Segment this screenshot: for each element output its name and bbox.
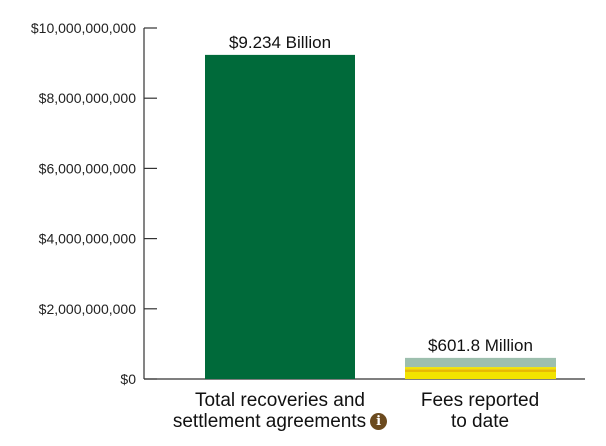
y-tick-label: $2,000,000,000 (39, 301, 137, 317)
x-category-2-line1: Fees reported (420, 390, 540, 411)
y-tick-label: $4,000,000,000 (39, 231, 137, 247)
data-label-total: $9.234 Billion (229, 33, 331, 52)
x-category-1: Total recoveries and settlement agreemen… (160, 390, 400, 432)
x-category-2: Fees reported to date (390, 390, 570, 432)
x-category-1-line2: settlement agreements i (160, 411, 400, 432)
bars (205, 54, 556, 380)
y-axis: $0 $2,000,000,000 $4,000,000,000 $6,000,000… (31, 20, 585, 387)
y-tick-label: $10,000,000,000 (31, 20, 136, 36)
y-tick-label: $6,000,000,000 (39, 160, 137, 176)
data-labels: $9.234 Billion $601.8 Million (229, 33, 533, 355)
bar-fees-segment-1 (405, 371, 556, 379)
data-label-fees: $601.8 Million (428, 336, 533, 355)
info-icon[interactable]: i (370, 413, 388, 431)
x-category-2-line2: to date (450, 411, 510, 432)
y-tick-label: $8,000,000,000 (39, 90, 137, 106)
y-tick-label: $0 (120, 371, 136, 387)
bar-total-recoveries (205, 54, 355, 380)
bar-fees-segment-2 (405, 369, 556, 372)
bar-fees-segment-4 (405, 357, 556, 368)
x-category-1-line1: Total recoveries and (194, 390, 366, 411)
bar-fees-segment-3 (405, 367, 556, 370)
